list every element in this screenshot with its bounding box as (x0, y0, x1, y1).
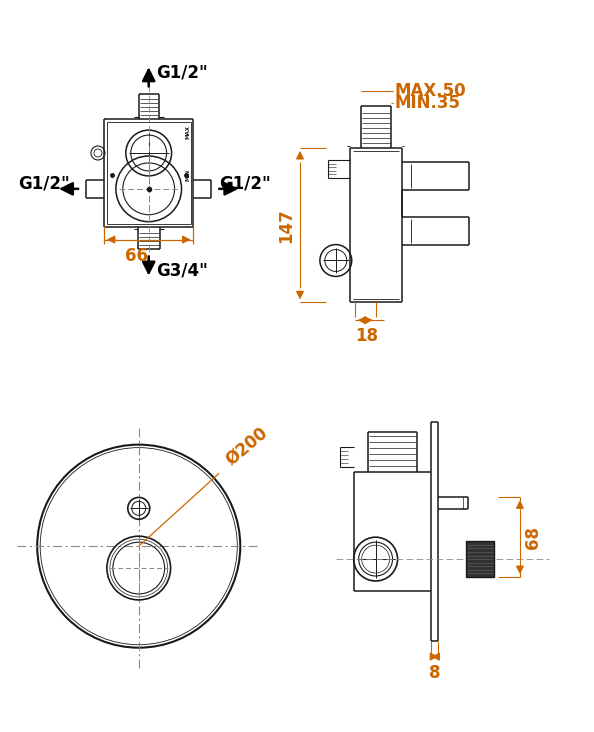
Bar (466, 541, 494, 577)
Text: 18: 18 (355, 327, 378, 346)
Text: 8: 8 (429, 664, 441, 681)
Text: Ø200: Ø200 (222, 423, 271, 468)
Text: 147: 147 (277, 208, 295, 242)
Text: MAX.50: MAX.50 (394, 82, 466, 100)
Text: G1/2": G1/2" (18, 175, 70, 193)
Text: G1/2": G1/2" (219, 175, 271, 193)
Text: G3/4": G3/4" (156, 261, 207, 280)
Text: MIN: MIN (185, 169, 190, 181)
Text: 66: 66 (125, 247, 148, 264)
Text: MAX: MAX (185, 125, 190, 139)
Text: MIN.35: MIN.35 (394, 94, 460, 112)
Text: G1/2": G1/2" (156, 64, 207, 81)
Text: 68: 68 (524, 526, 542, 549)
